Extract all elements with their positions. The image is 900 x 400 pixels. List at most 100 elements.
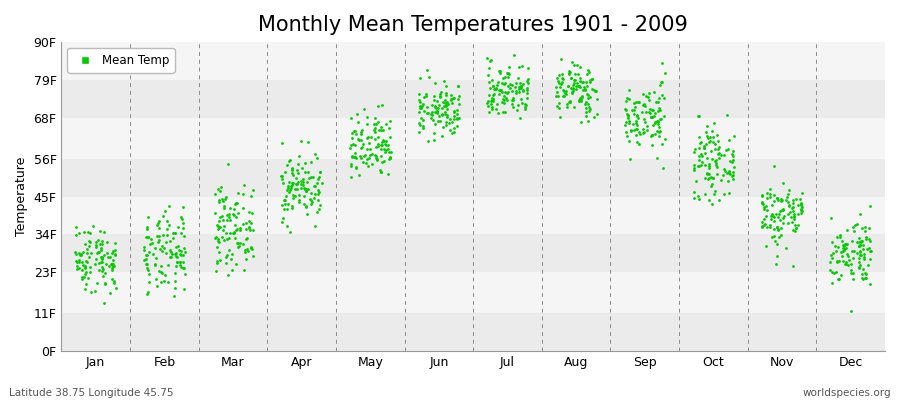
Point — [303, 196, 318, 203]
Point — [296, 179, 310, 185]
Point — [579, 104, 593, 111]
Point — [709, 171, 724, 178]
Point — [366, 126, 381, 133]
Point — [295, 164, 310, 171]
Point — [300, 211, 314, 218]
Point — [630, 112, 644, 118]
Point — [439, 106, 454, 112]
Point — [658, 70, 672, 76]
Point — [705, 200, 719, 207]
Point — [445, 119, 459, 126]
Point — [632, 129, 646, 135]
Point — [310, 176, 325, 182]
Point — [162, 254, 176, 260]
Point — [280, 223, 294, 230]
Point — [302, 196, 317, 202]
Point — [520, 95, 535, 101]
Point — [96, 252, 111, 258]
Point — [521, 65, 535, 71]
Point — [622, 86, 636, 93]
Point — [500, 70, 515, 76]
Point — [860, 262, 875, 268]
Point — [237, 182, 251, 188]
Point — [429, 108, 444, 114]
Point — [167, 251, 182, 257]
Point — [694, 162, 708, 169]
Point — [859, 271, 873, 278]
Point — [307, 195, 321, 202]
Point — [723, 170, 737, 177]
Point — [440, 114, 454, 120]
Point — [577, 84, 591, 90]
Point — [513, 82, 527, 89]
Point — [350, 111, 365, 117]
Point — [563, 85, 578, 91]
Point — [212, 214, 227, 220]
Point — [368, 129, 382, 136]
Point — [850, 238, 865, 245]
Point — [832, 234, 847, 240]
Point — [438, 122, 453, 128]
Point — [590, 96, 604, 102]
Point — [498, 89, 512, 95]
Point — [655, 141, 670, 148]
Point — [491, 110, 505, 117]
Point — [428, 130, 442, 137]
Point — [411, 109, 426, 115]
Point — [296, 176, 310, 182]
Point — [640, 123, 654, 129]
Point — [516, 81, 530, 87]
Point — [832, 258, 847, 264]
Point — [274, 172, 289, 179]
Point — [453, 114, 467, 121]
Point — [760, 224, 774, 230]
Point — [76, 259, 90, 266]
Point — [360, 156, 374, 163]
Point — [435, 111, 449, 118]
Point — [853, 261, 868, 268]
Bar — [61, 42, 885, 80]
Point — [757, 222, 771, 228]
Point — [853, 211, 868, 217]
Point — [140, 224, 155, 230]
Point — [755, 224, 770, 230]
Point — [140, 291, 154, 297]
Point — [274, 140, 289, 146]
Point — [292, 152, 306, 159]
Point — [149, 222, 164, 228]
Point — [570, 80, 584, 86]
Point — [211, 238, 225, 244]
Point — [215, 196, 230, 202]
Point — [78, 258, 93, 264]
Point — [211, 186, 225, 192]
Point — [724, 151, 739, 158]
Point — [785, 204, 799, 211]
Point — [220, 212, 234, 218]
Point — [83, 264, 97, 270]
Point — [489, 85, 503, 92]
Point — [775, 207, 789, 214]
Point — [292, 192, 306, 198]
Point — [88, 288, 103, 294]
Point — [516, 87, 530, 94]
Point — [166, 250, 180, 257]
Point — [227, 212, 241, 218]
Point — [77, 271, 92, 277]
Point — [275, 219, 290, 225]
Point — [364, 151, 379, 157]
Point — [485, 104, 500, 110]
Point — [650, 118, 664, 124]
Legend: Mean Temp: Mean Temp — [68, 48, 175, 73]
Point — [726, 172, 741, 178]
Point — [242, 223, 256, 230]
Point — [703, 138, 717, 144]
Point — [227, 206, 241, 212]
Point — [721, 146, 735, 152]
Point — [415, 103, 429, 109]
Point — [176, 233, 191, 240]
Point — [420, 138, 435, 145]
Bar — [61, 80, 885, 118]
Point — [710, 164, 724, 170]
Point — [75, 276, 89, 282]
Point — [379, 142, 393, 148]
